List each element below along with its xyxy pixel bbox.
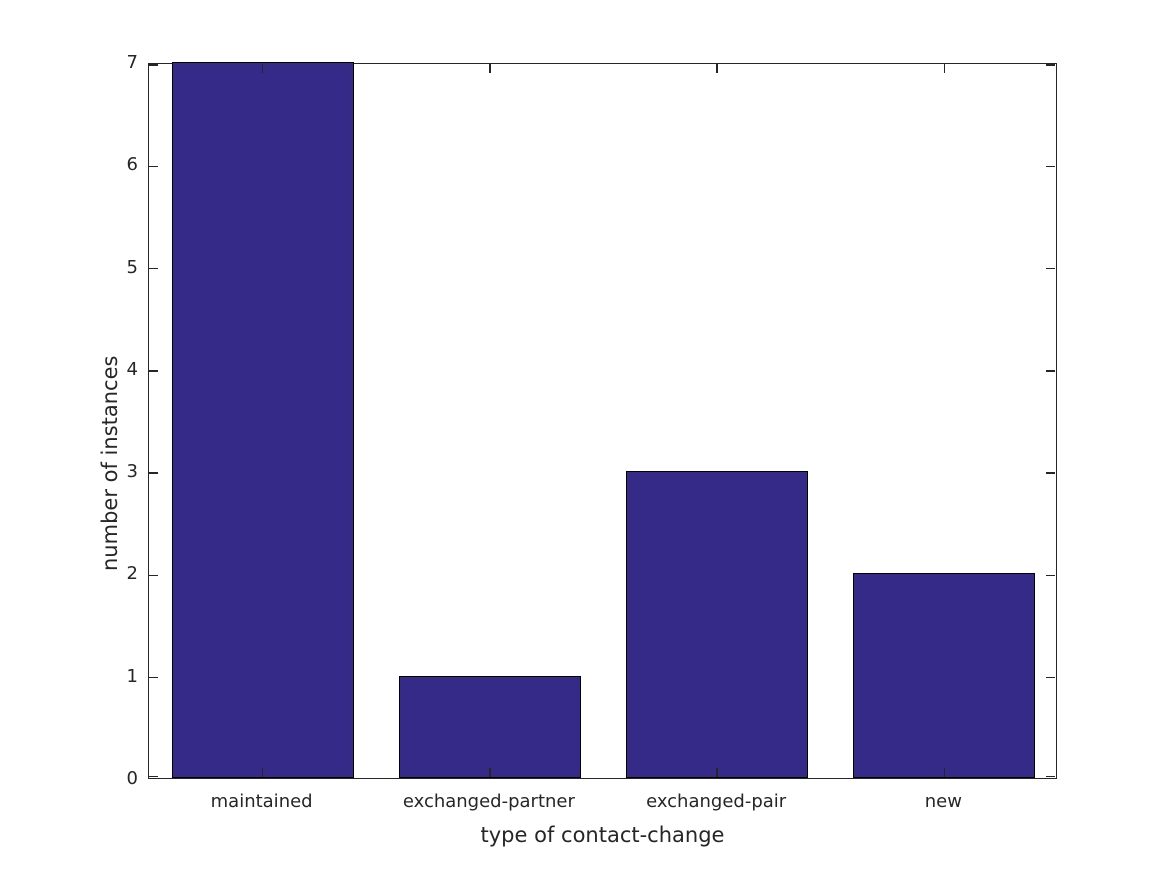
- x-tick-bottom: [489, 768, 491, 777]
- y-tick-right: [1046, 370, 1055, 372]
- y-tick-label: 6: [126, 154, 138, 176]
- x-tick-label: exchanged-pair: [646, 791, 787, 812]
- y-tick-label: 3: [126, 461, 138, 483]
- y-tick-label: 2: [126, 563, 138, 585]
- x-tick-label: new: [924, 791, 962, 812]
- y-tick-left: [149, 64, 158, 66]
- y-axis-title: number of instances: [98, 355, 122, 571]
- y-tick-left: [149, 370, 158, 372]
- bar-exchanged-pair: [626, 471, 809, 778]
- x-tick-top: [943, 64, 946, 73]
- y-tick-right: [1046, 574, 1055, 577]
- y-tick-label: 0: [126, 768, 138, 789]
- y-tick-left: [149, 165, 158, 168]
- bar-exchanged-partner: [398, 675, 581, 778]
- y-tick-label: 4: [126, 358, 138, 380]
- bar-new: [853, 573, 1036, 778]
- y-tick-left: [149, 472, 158, 474]
- y-tick-label: 7: [126, 52, 138, 73]
- y-tick-left: [149, 267, 158, 270]
- y-tick-right: [1046, 267, 1055, 270]
- y-tick-left: [149, 574, 158, 577]
- bar-maintained: [171, 62, 354, 778]
- y-tick-label: 1: [126, 665, 138, 687]
- y-tick-right: [1046, 775, 1055, 777]
- y-tick-left: [149, 676, 158, 679]
- y-tick-right: [1046, 472, 1055, 474]
- y-tick-right: [1046, 676, 1055, 679]
- plot-area: [148, 62, 1057, 779]
- y-tick-left: [149, 775, 158, 777]
- x-tick-top: [261, 64, 264, 73]
- x-tick-bottom: [716, 768, 718, 777]
- x-tick-top: [489, 64, 491, 73]
- y-tick-label: 5: [126, 256, 138, 278]
- x-tick-bottom: [261, 768, 264, 777]
- x-tick-label: maintained: [210, 791, 313, 812]
- x-axis-title: type of contact-change: [480, 823, 725, 847]
- x-tick-bottom: [943, 768, 946, 777]
- y-tick-right: [1046, 64, 1055, 66]
- x-tick-top: [716, 64, 718, 73]
- y-tick-right: [1046, 165, 1055, 168]
- x-tick-label: exchanged-partner: [402, 791, 575, 812]
